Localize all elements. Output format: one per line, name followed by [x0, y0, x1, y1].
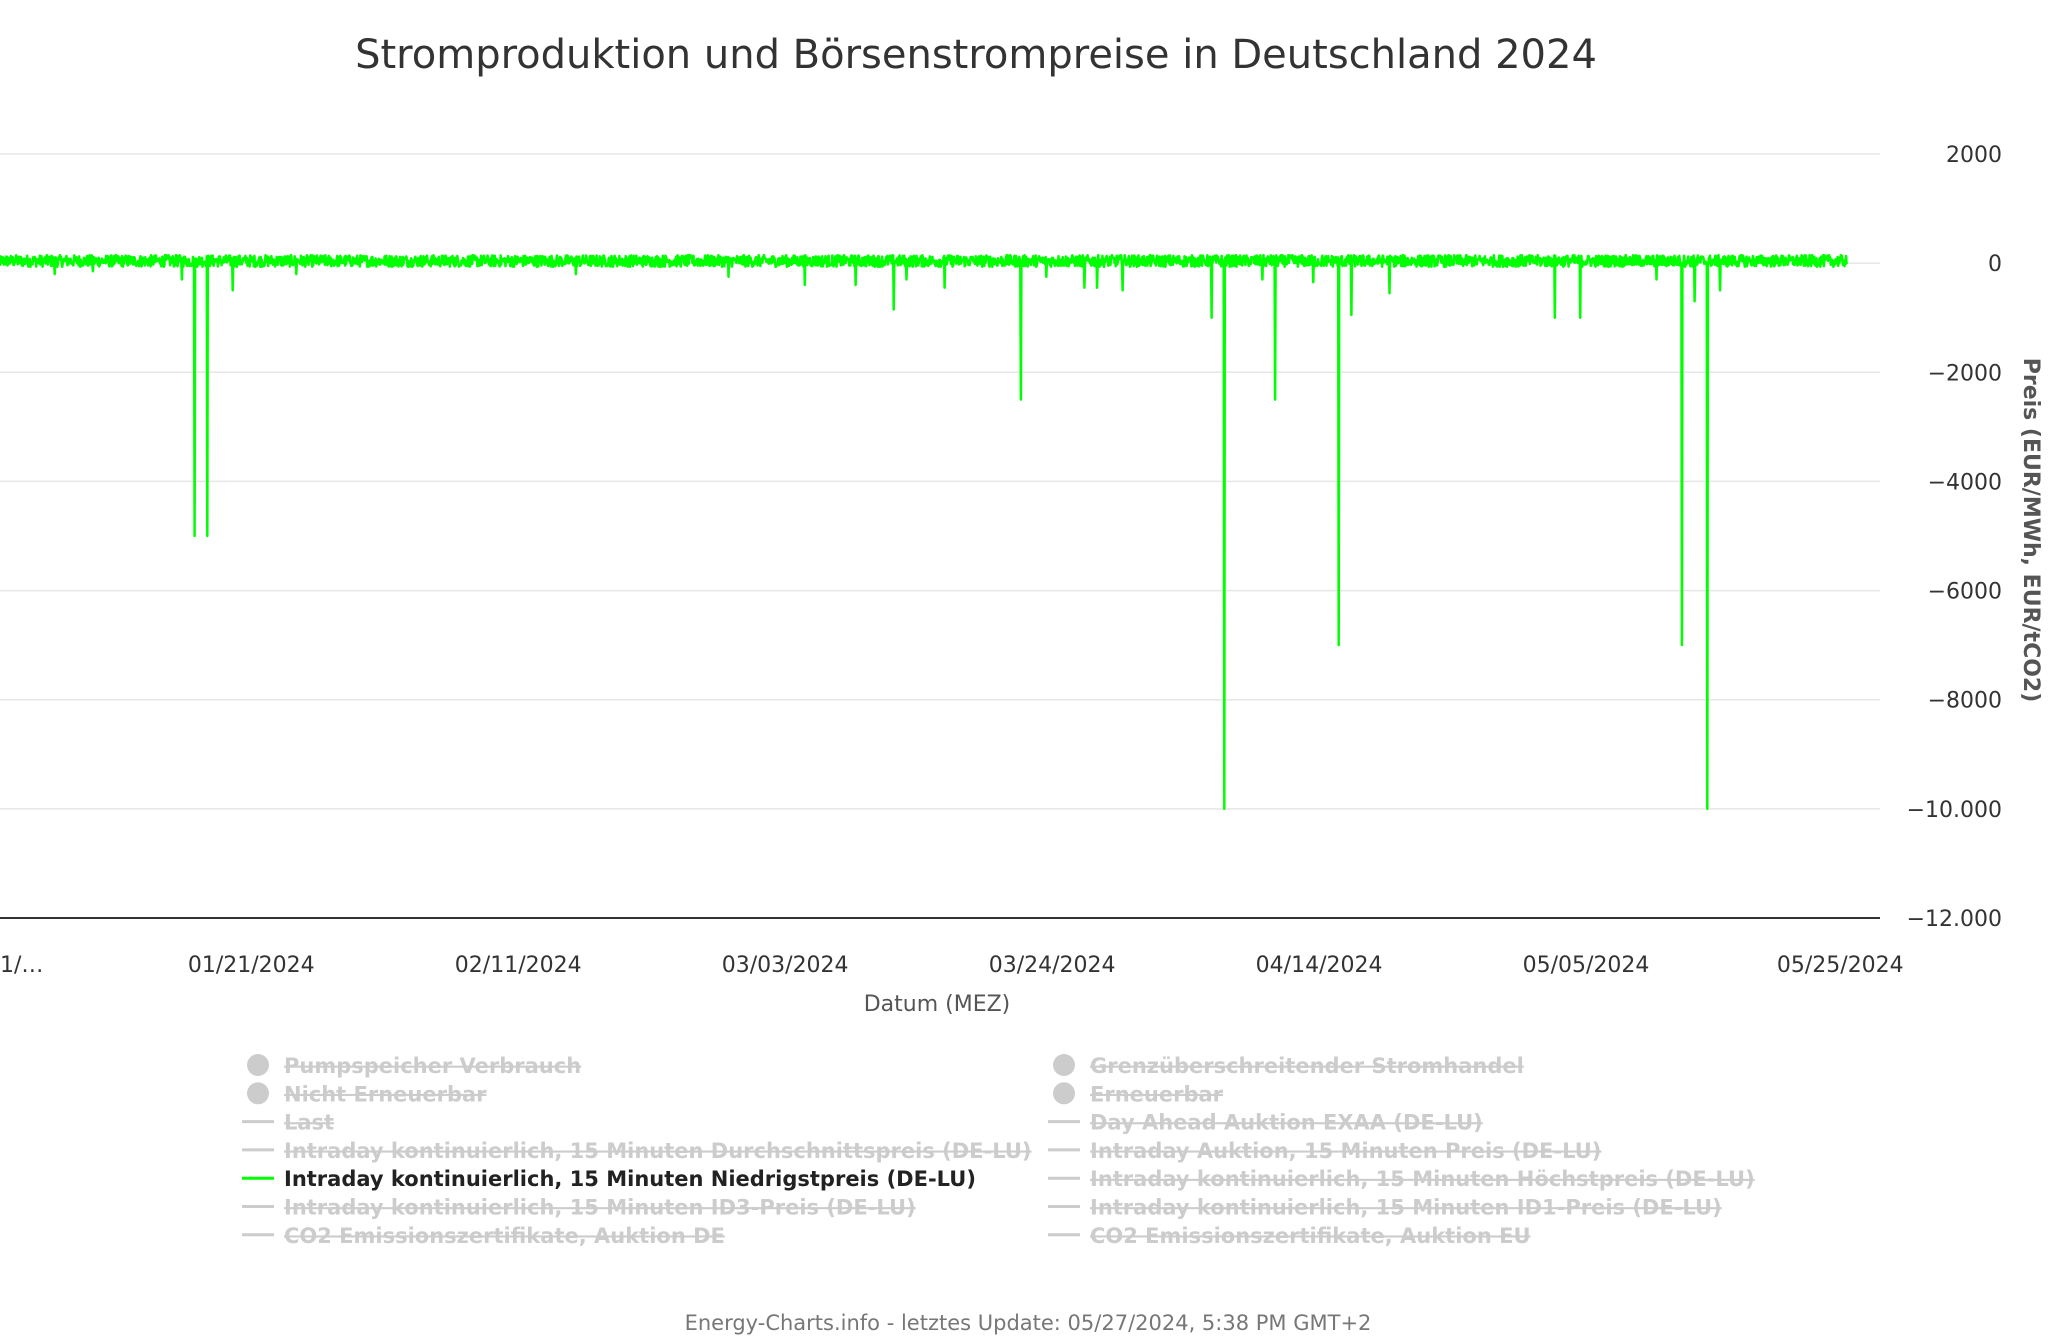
data-point[interactable] [942, 285, 948, 291]
data-point[interactable] [1552, 315, 1558, 321]
data-point[interactable] [1692, 298, 1698, 304]
y-tick-label: 0 [1988, 252, 2002, 277]
y-tick-label: −12.000 [1907, 907, 2002, 932]
x-tick-label: 01/21/2024 [188, 953, 315, 978]
x-tick-label: 01/01/… [0, 953, 43, 978]
chart-title: Stromproduktion und Börsenstrompreise in… [355, 32, 1597, 78]
series-line[interactable] [0, 253, 1848, 811]
x-tick-label: 03/03/2024 [722, 953, 849, 978]
legend: Pumpspeicher Verbrauch Grenzüberschreiten… [242, 1054, 1755, 1248]
data-point[interactable] [1209, 315, 1215, 321]
y-tick-label: −10.000 [1907, 798, 2002, 823]
data-point[interactable] [1704, 806, 1710, 812]
data-point[interactable] [293, 271, 299, 277]
x-tick-label: 03/24/2024 [989, 953, 1116, 978]
legend-item[interactable]: Intraday kontinuierlich, 15 Minuten Durc… [284, 1139, 1032, 1163]
data-point[interactable] [1018, 397, 1024, 403]
x-tick-label: 05/25/2024 [1777, 953, 1904, 978]
legend-item[interactable]: Intraday kontinuierlich, 15 Minuten ID3-… [284, 1196, 916, 1220]
legend-marker-icon[interactable] [1053, 1054, 1075, 1076]
legend-marker-icon[interactable] [247, 1054, 269, 1076]
legend-item[interactable]: Intraday kontinuierlich, 15 Minuten Höch… [1090, 1167, 1755, 1191]
x-tick-label: 05/05/2024 [1523, 953, 1650, 978]
data-point[interactable] [573, 271, 579, 277]
data-point[interactable] [1310, 279, 1316, 285]
x-tick-label: 04/14/2024 [1256, 953, 1383, 978]
data-point[interactable] [903, 277, 909, 283]
legend-item[interactable]: Last [284, 1111, 334, 1135]
legend-item[interactable]: Intraday kontinuierlich, 15 Minuten Nied… [284, 1167, 976, 1191]
data-point[interactable] [1259, 277, 1265, 283]
x-axis-title: Datum (MEZ) [864, 992, 1011, 1017]
legend-item[interactable]: Intraday kontinuierlich, 15 Minuten ID1-… [1090, 1196, 1722, 1220]
data-point[interactable] [1387, 290, 1393, 296]
data-point[interactable] [1081, 285, 1087, 291]
data-point[interactable] [204, 533, 210, 539]
data-point[interactable] [192, 533, 198, 539]
y-tick-label: −6000 [1928, 580, 2002, 605]
data-point[interactable] [1094, 285, 1100, 291]
data-point[interactable] [230, 287, 236, 293]
legend-item[interactable]: Intraday Auktion, 15 Minuten Preis (DE-L… [1090, 1139, 1601, 1163]
data-point[interactable] [802, 282, 808, 288]
data-point[interactable] [853, 282, 859, 288]
y-tick-label: −4000 [1928, 470, 2002, 495]
data-point[interactable] [1120, 287, 1126, 293]
legend-item[interactable]: Nicht Erneuerbar [284, 1082, 487, 1106]
data-point[interactable] [179, 277, 185, 283]
data-point[interactable] [1272, 397, 1278, 403]
legend-item[interactable]: CO2 Emissionszertifikate, Auktion EU [1090, 1224, 1531, 1248]
credits[interactable]: Energy-Charts.info - letztes Update: 05/… [685, 1311, 1372, 1335]
x-tick-label: 02/11/2024 [455, 953, 582, 978]
data-point[interactable] [1844, 304, 1850, 310]
x-axis: 01/01/… 01/21/2024 02/11/2024 03/03/2024 03/… [0, 953, 1904, 978]
data-point[interactable] [1221, 806, 1227, 812]
data-point[interactable] [1336, 642, 1342, 648]
y-axis: 2000 0 −2000 −4000 −6000 −8000 −10.000 −12.000 [1907, 143, 2002, 932]
data-point[interactable] [1653, 277, 1659, 283]
y-tick-label: −2000 [1928, 361, 2002, 386]
y-tick-label: −8000 [1928, 689, 2002, 714]
legend-item[interactable]: Pumpspeicher Verbrauch [284, 1054, 581, 1078]
data-point[interactable] [1717, 287, 1723, 293]
legend-item[interactable]: Day Ahead Auktion EXAA (DE-LU) [1090, 1111, 1483, 1135]
legend-marker-icon[interactable] [247, 1082, 269, 1105]
data-point[interactable] [90, 268, 96, 274]
data-point[interactable] [1679, 642, 1685, 648]
data-point[interactable] [891, 307, 897, 313]
data-point[interactable] [1577, 315, 1583, 321]
data-point[interactable] [52, 271, 58, 277]
legend-item[interactable]: Erneuerbar [1090, 1082, 1224, 1106]
legend-marker-icon[interactable] [1053, 1082, 1075, 1105]
legend-item[interactable]: Grenzüberschreitender Stromhandel [1090, 1054, 1524, 1078]
plot-area [0, 253, 1850, 812]
data-point[interactable] [1043, 274, 1049, 280]
legend-item[interactable]: CO2 Emissionszertifikate, Auktion DE [284, 1224, 725, 1248]
y-tick-label: 2000 [1946, 143, 2002, 168]
data-point[interactable] [1348, 312, 1354, 318]
y-axis-title: Preis (EUR/MWh, EUR/tCO2) [2018, 358, 2043, 703]
data-point[interactable] [725, 274, 731, 280]
grid [0, 153, 1880, 919]
